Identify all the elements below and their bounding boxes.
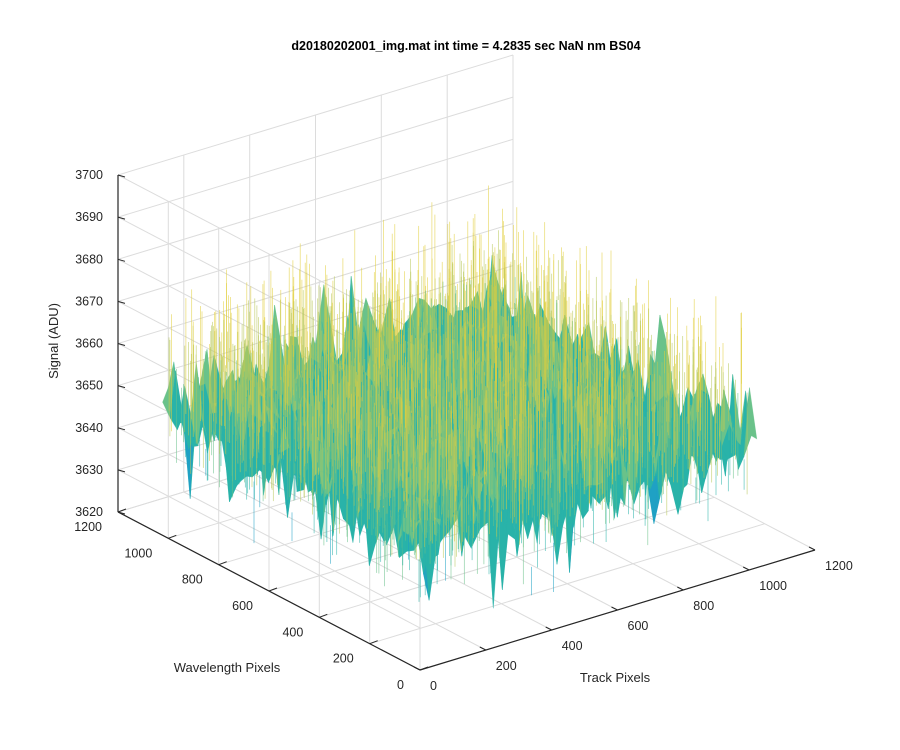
y-tick-label: 600 (232, 599, 253, 613)
z-tick-label: 3620 (75, 505, 103, 519)
x-tick-mark (742, 566, 750, 571)
floor-grid-line-y (319, 496, 715, 618)
x-tick-label: 200 (496, 659, 517, 673)
z-tick-label: 3670 (75, 294, 103, 308)
y-tick-label: 0 (397, 678, 404, 692)
y-tick-mark (319, 613, 328, 618)
z-tick-label: 3680 (75, 252, 103, 266)
y-tick-label: 200 (333, 652, 354, 666)
z-tick-label: 3690 (75, 210, 103, 224)
z-tick-mark (117, 174, 126, 178)
floor-grid-line-y (369, 523, 765, 645)
x-tick-label: 400 (562, 639, 583, 653)
back-wall-grid-line-z (117, 138, 514, 260)
y-tick-mark (369, 640, 378, 645)
back-wall-grid-line-z (117, 180, 514, 302)
z-tick-mark (117, 469, 126, 473)
z-tick-mark (117, 216, 126, 220)
back-wall-grid-line-z (117, 223, 514, 344)
x-tick-label: 600 (628, 619, 649, 633)
y-tick-label: 1000 (124, 546, 152, 560)
y-tick-mark (268, 587, 278, 592)
back-wall-grid-line-z (117, 265, 514, 387)
back-wall-grid-line-z (117, 54, 514, 176)
z-tick-mark (117, 385, 126, 389)
x-tick-label: 1200 (825, 559, 853, 573)
z-tick-mark (117, 343, 126, 346)
z-tick-label: 3640 (75, 421, 103, 435)
z-tick-label: 3630 (75, 463, 103, 477)
left-wall-grid-line-z (117, 174, 421, 334)
x-tick-mark (545, 626, 552, 631)
z-tick-mark (117, 258, 126, 262)
chart-title: d20180202001_img.mat int time = 4.2835 s… (291, 39, 640, 53)
z-tick-mark (117, 300, 126, 304)
y-tick-mark (419, 666, 429, 671)
tick-labels: 0 200 400 600 800 1000 1200 0 200 400 600 800 1000 12… (74, 168, 853, 693)
z-tick-label: 3660 (75, 337, 103, 351)
x-tick-mark (611, 606, 618, 611)
z-tick-label: 3700 (75, 168, 103, 182)
z-tick-label: 3650 (75, 379, 103, 393)
x-tick-label: 0 (430, 679, 437, 693)
y-tick-mark (168, 534, 177, 539)
left-wall-grid-line-z (117, 469, 421, 629)
y-tick-mark (218, 561, 227, 566)
x-tick-mark (808, 546, 816, 551)
z-tick-mark (117, 427, 126, 431)
x-tick-mark (413, 666, 421, 671)
z-axis-label: Signal (ADU) (46, 303, 61, 379)
y-tick-label: 800 (182, 573, 203, 587)
x-tick-label: 800 (693, 599, 714, 613)
x-tick-mark (677, 586, 684, 591)
y-tick-label: 400 (282, 625, 303, 639)
y-tick-mark (117, 508, 127, 513)
y-axis-label: Wavelength Pixels (174, 660, 281, 675)
y-tick-label: 1200 (74, 520, 102, 534)
x-axis-label: Track Pixels (580, 670, 651, 685)
z-tick-mark (117, 511, 126, 515)
x-tick-mark (479, 646, 487, 651)
x-tick-label: 1000 (759, 579, 787, 593)
axes-layer (117, 174, 816, 671)
signal-surface (162, 185, 758, 609)
back-wall-grid-line-z (117, 96, 514, 218)
